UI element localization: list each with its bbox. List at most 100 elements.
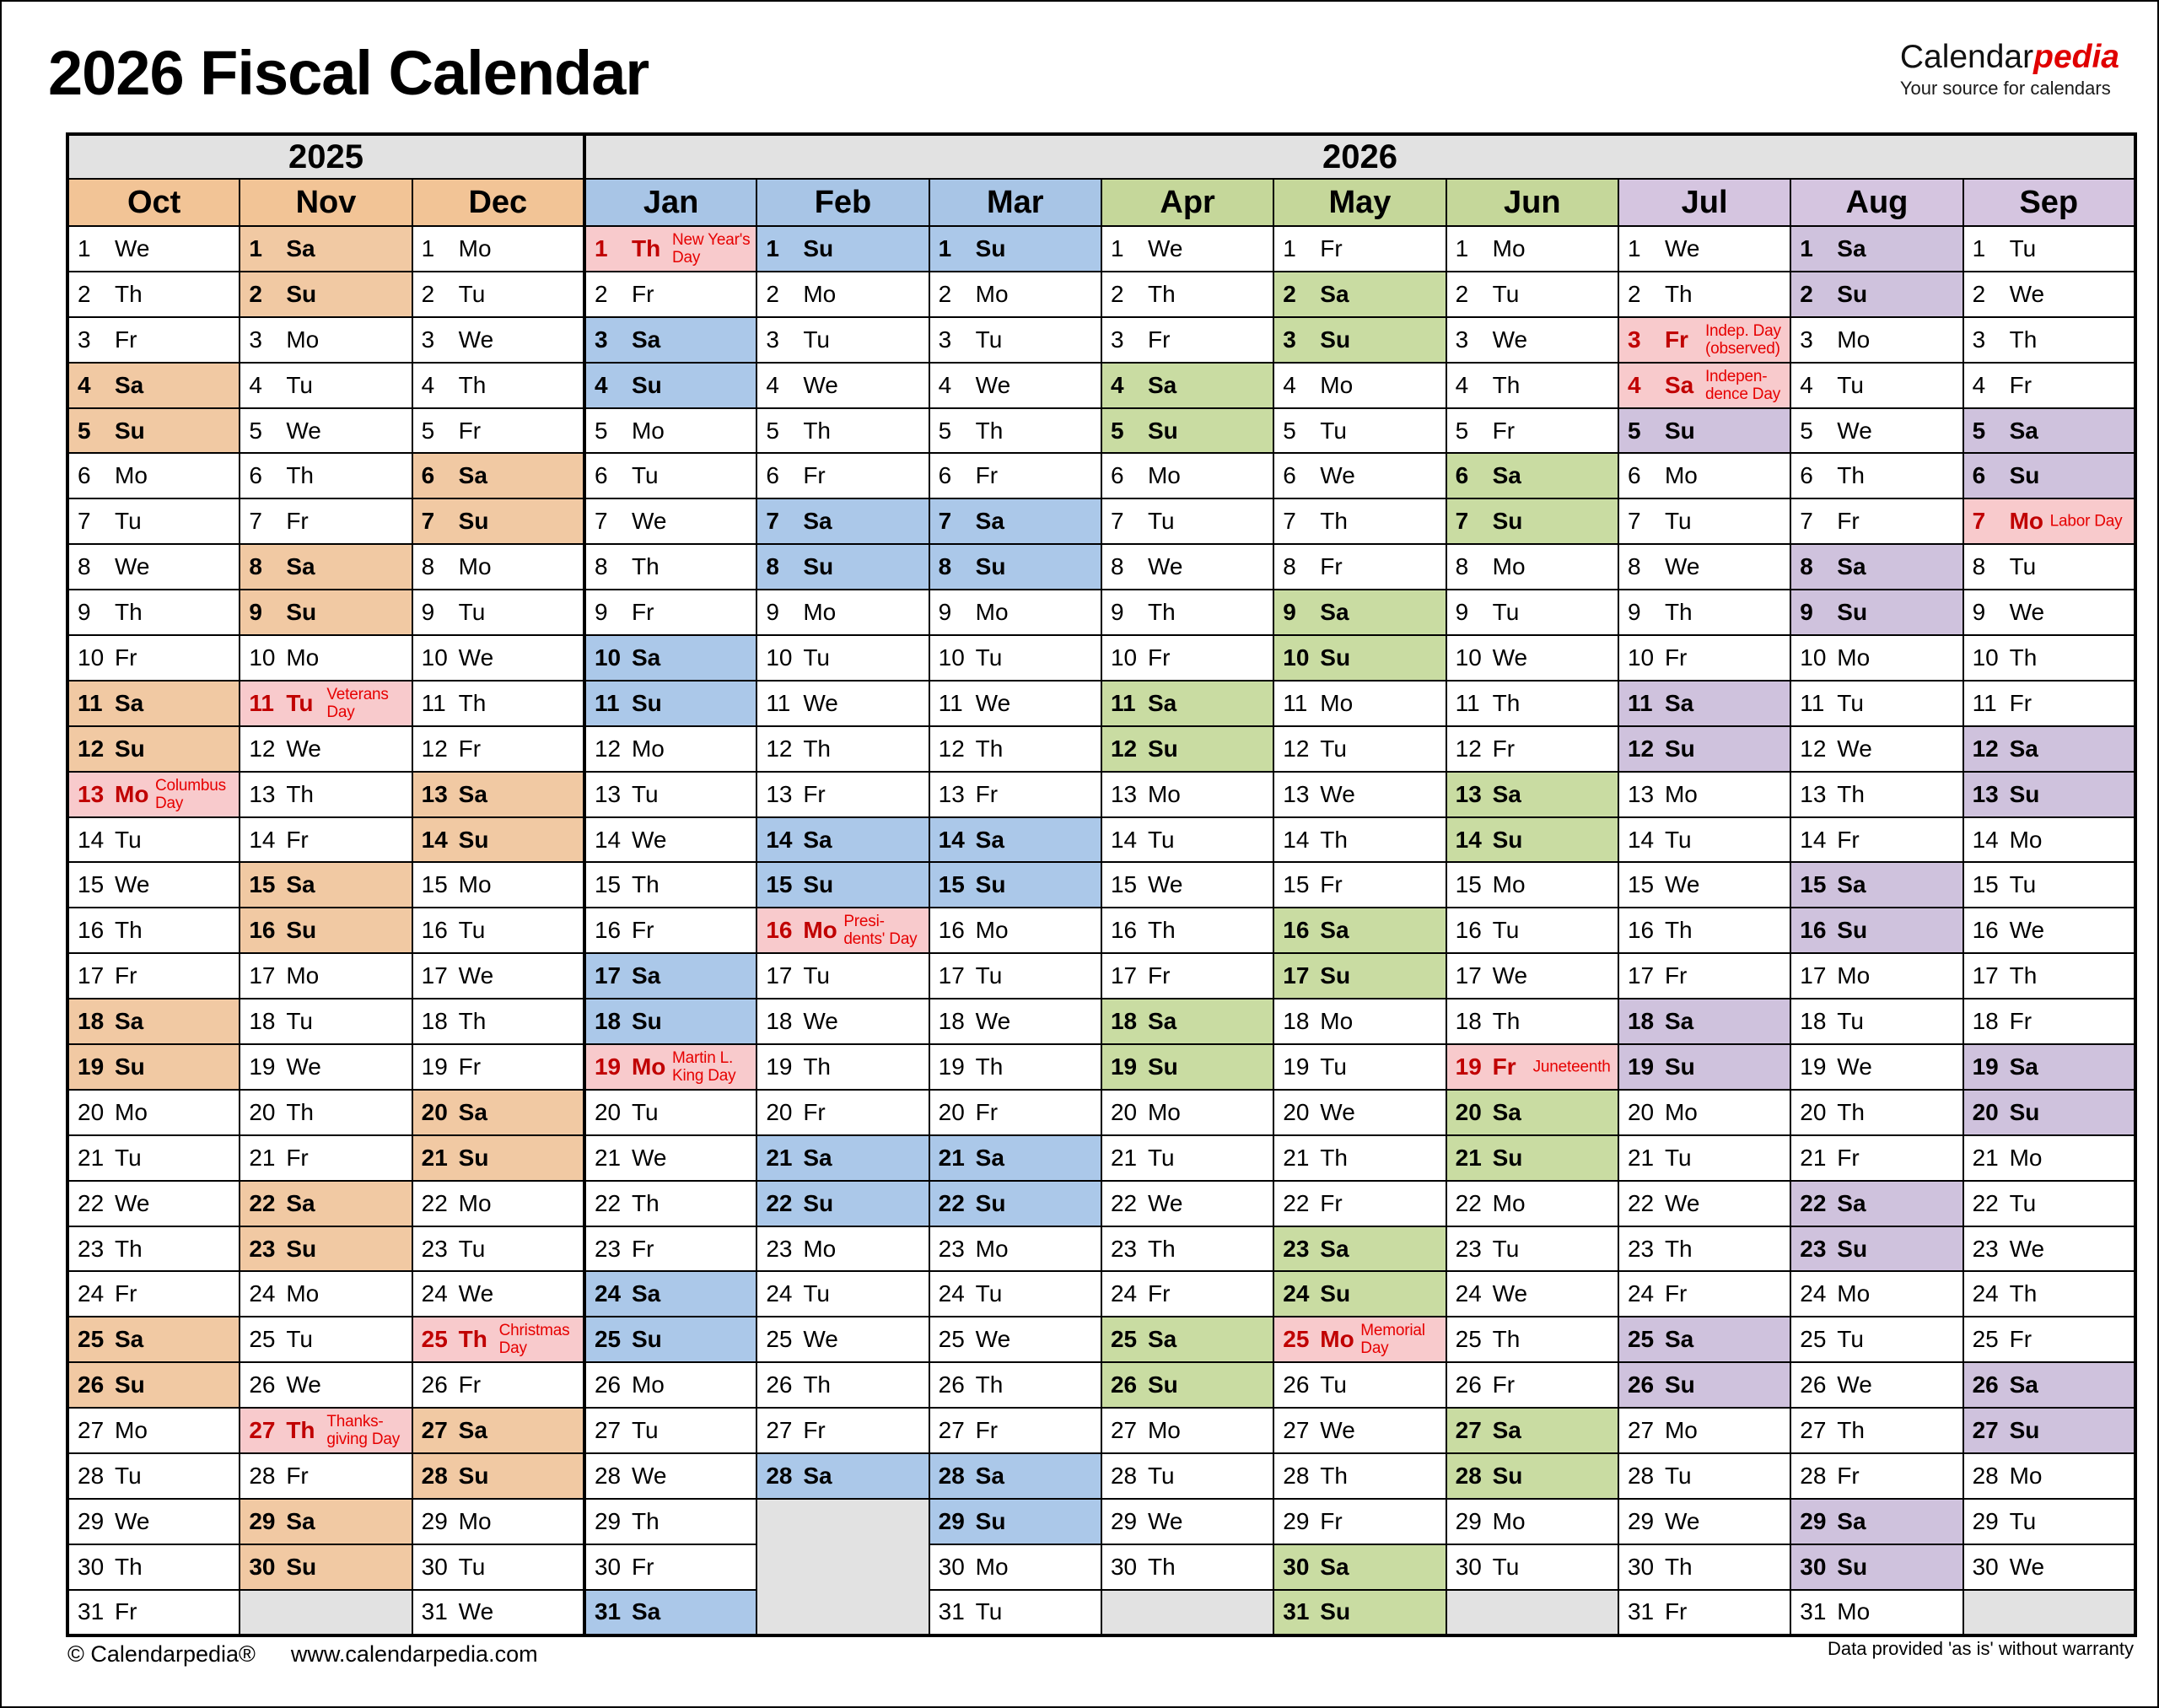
holiday-label: Indep. Day (observed) [1704, 321, 1781, 358]
day-number: 2 [1627, 280, 1641, 307]
day-row: 11 Sa 11 Tu Veterans Day 11 Th 11 Su 11 We 11 We 11 Sa… [66, 679, 2137, 727]
weekday-abbr: Su [1837, 917, 1868, 944]
month-header-dec: Dec [411, 178, 585, 227]
day-number: 10 [1800, 644, 1827, 671]
day-cell: 23 Tu [411, 1225, 585, 1273]
day-number: 29 [594, 1507, 622, 1534]
weekday-abbr: Mo [1147, 1098, 1181, 1125]
day-cell: 16 Su [1790, 907, 1964, 955]
weekday-abbr: Th [803, 1371, 831, 1398]
day-number: 13 [594, 780, 622, 807]
weekday-abbr: Fr [286, 1144, 309, 1171]
day-cell: 2 Mo [756, 270, 930, 318]
day-number: 28 [1972, 1462, 1999, 1489]
weekday-abbr: Sa [1837, 871, 1866, 898]
day-cell: 2 Th [1617, 270, 1792, 318]
day-number: 18 [1455, 1008, 1482, 1035]
day-row: 28 Tu 28 Fr 28 Su 28 We 28 Sa 28 Sa 28 Tu 28 Th 28 Su 28 Tu… [66, 1452, 2137, 1500]
weekday-abbr: Su [1320, 1598, 1351, 1625]
weekday-abbr: Tu [1147, 1462, 1175, 1489]
day-number: 3 [249, 326, 262, 353]
day-number: 3 [594, 326, 608, 353]
weekday-abbr: Su [115, 1371, 145, 1398]
weekday-abbr: Th [631, 871, 660, 898]
day-cell: 19 Su [66, 1043, 241, 1091]
day-cell: 2 Th [1100, 270, 1275, 318]
day-cell: 23 Th [1100, 1225, 1275, 1273]
weekday-abbr: Tu [803, 1280, 830, 1307]
day-cell: 18 Sa [1100, 998, 1275, 1046]
day-number: 18 [766, 1008, 793, 1035]
day-number: 9 [249, 599, 262, 626]
weekday-abbr: Tu [975, 326, 1003, 353]
day-row: 17 Fr 17 Mo 17 We 17 Sa 17 Tu 17 Tu 17 Fr 17 Su 17 We 17 Fr… [66, 952, 2137, 1000]
day-number: 6 [938, 462, 952, 489]
weekday-abbr: We [1492, 644, 1528, 671]
weekday-abbr: We [1147, 234, 1183, 261]
day-number: 19 [938, 1053, 965, 1080]
empty-cell [239, 1588, 413, 1636]
day-number: 10 [1627, 644, 1655, 671]
day-number: 9 [766, 599, 779, 626]
day-number: 30 [1800, 1553, 1827, 1580]
weekday-abbr: Mo [115, 1417, 148, 1444]
weekday-abbr: Fr [458, 417, 482, 444]
weekday-abbr: We [115, 1189, 150, 1216]
weekday-abbr: Su [1664, 735, 1695, 762]
weekday-abbr: We [1664, 1189, 1700, 1216]
weekday-abbr: Fr [1837, 1462, 1860, 1489]
day-number: 27 [1972, 1417, 1999, 1444]
day-number: 13 [1800, 780, 1827, 807]
day-cell: 10 Mo [239, 634, 413, 682]
weekday-abbr: We [1492, 326, 1528, 353]
day-number: 26 [1110, 1371, 1138, 1398]
weekday-abbr: Tu [975, 962, 1003, 989]
month-header-aug: Aug [1790, 178, 1964, 227]
day-cell: 6 Th [1790, 452, 1964, 500]
day-number: 26 [1283, 1371, 1310, 1398]
weekday-abbr: Sa [975, 1144, 1004, 1171]
day-cell: 24 We [411, 1270, 585, 1318]
weekday-abbr: Mo [1320, 1008, 1354, 1035]
weekday-abbr: Su [1320, 326, 1351, 353]
weekday-abbr: Th [1664, 599, 1693, 626]
day-cell: 27 Sa [1445, 1407, 1619, 1455]
weekday-abbr: Fr [1320, 1507, 1343, 1534]
weekday-abbr: Mo [1320, 689, 1354, 716]
weekday-abbr: We [803, 371, 838, 398]
weekday-abbr: Mo [803, 599, 837, 626]
day-cell: 25 Tu [239, 1316, 413, 1364]
day-cell: 22 Tu [1962, 1179, 2137, 1227]
day-cell: 15 We [66, 861, 241, 909]
day-number: 10 [1455, 644, 1482, 671]
day-cell: 8 Mo [1445, 543, 1619, 591]
day-number: 2 [938, 280, 952, 307]
weekday-abbr: Su [1837, 1235, 1868, 1262]
day-number: 16 [78, 917, 105, 944]
day-cell: 18 We [928, 998, 1102, 1046]
day-number: 29 [1800, 1507, 1827, 1534]
weekday-abbr: Su [2009, 1098, 2040, 1125]
day-cell: 1 We [1617, 225, 1792, 272]
day-cell: 24 Fr [1100, 1270, 1275, 1318]
day-cell: 6 Mo [66, 452, 241, 500]
day-cell: 7 Sa [756, 498, 930, 546]
day-number: 9 [938, 599, 952, 626]
weekday-abbr: Th [1147, 280, 1176, 307]
day-number: 2 [766, 280, 779, 307]
day-number: 24 [1455, 1280, 1482, 1307]
day-number: 18 [1972, 1008, 1999, 1035]
day-number: 17 [1800, 962, 1827, 989]
weekday-abbr: Tu [2009, 553, 2037, 580]
day-cell: 28 We [582, 1452, 758, 1500]
day-cell: 23 We [1962, 1225, 2137, 1273]
day-cell: 16 Sa [1273, 907, 1447, 955]
day-number: 16 [1627, 917, 1655, 944]
day-cell: 15 We [1100, 861, 1275, 909]
day-cell: 4 Tu [239, 361, 413, 409]
day-number: 24 [249, 1280, 276, 1307]
weekday-abbr: Mo [1492, 553, 1526, 580]
weekday-abbr: Fr [1492, 1053, 1516, 1080]
weekday-abbr: Sa [631, 1280, 661, 1307]
website-link[interactable]: www.calendarpedia.com [290, 1641, 538, 1667]
